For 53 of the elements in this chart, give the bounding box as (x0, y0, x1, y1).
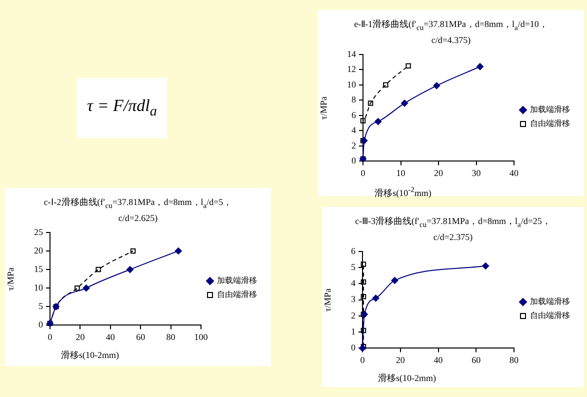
y-tick-label: 12 (347, 64, 356, 74)
y-tick-label: 25 (34, 226, 44, 237)
y-tick-label: 4 (351, 278, 356, 288)
x-tick-label: 60 (472, 354, 482, 365)
legend-label: 加载端滑移 (530, 297, 570, 306)
y-tick-label: 0 (38, 320, 44, 330)
legend-label: 自由端滑移 (530, 311, 570, 320)
chart-title: c-Ⅰ-2滑移曲线(f′$_{cu}$=37.81MPa，d=8mm，l$_{a}$/d=5，c/d=2.625) (44, 197, 232, 223)
y-tick-label: 0 (352, 156, 356, 166)
chart-title: e-Ⅱ-1滑移曲线(f′$_{cu}$=37.81MPa，d=8mm，l$_{a}$/d=10，c/d=4.375) (354, 19, 548, 45)
text: τ = F/πdl$_{a}$ (86, 95, 158, 120)
x-axis-title: 滑移s(10$^{-2}$mm) (374, 185, 432, 200)
y-tick-label: 3 (351, 294, 356, 304)
y-axis-title: τ/MPa (6, 267, 16, 291)
y-tick-label: 20 (34, 245, 44, 256)
x-tick-label: 20 (76, 332, 86, 342)
y-tick-label: 15 (34, 264, 44, 274)
y-tick-label: 10 (34, 282, 44, 292)
y-tick-label: 2 (352, 140, 356, 150)
y-axis-title: τ/MPa (318, 96, 329, 120)
y-tick-label: 6 (351, 246, 356, 256)
y-tick-label: 8 (352, 94, 356, 105)
x-tick-label: 40 (510, 168, 519, 178)
x-tick-label: 0 (48, 332, 53, 342)
x-tick-label: 100 (194, 332, 208, 342)
y-tick-label: 6 (352, 110, 356, 120)
x-tick-label: 80 (510, 354, 519, 365)
x-axis-title: 滑移s(10-2mm) (60, 349, 120, 362)
legend-label: 加载端滑移 (530, 105, 570, 114)
y-tick-label: 2 (351, 310, 356, 320)
x-tick-label: 40 (106, 332, 116, 342)
x-tick-label: 10 (396, 168, 406, 178)
x-tick-label: 30 (472, 168, 482, 178)
chart-title: c-Ⅲ-3滑移曲线(f′$_{cu}$=37.81MPa，d=8mm，l$_{a}$/d=25，c/d=2.375) (355, 216, 551, 242)
y-tick-label: 0 (351, 342, 356, 353)
x-tick-label: 0 (360, 168, 366, 178)
y-tick-label: 5 (351, 262, 356, 272)
legend-label: 加载端滑移 (217, 276, 257, 286)
y-tick-label: 1 (351, 326, 356, 336)
y-tick-label: 4 (352, 125, 356, 136)
x-tick-label: 60 (136, 332, 146, 342)
y-axis-title: τ/MPa (322, 288, 333, 312)
x-tick-label: 20 (434, 168, 444, 178)
x-tick-label: 80 (166, 332, 176, 342)
x-tick-label: 0 (360, 354, 366, 365)
x-axis-title: 滑移s(10-2mm) (377, 372, 437, 385)
x-tick-label: 40 (434, 354, 444, 365)
y-tick-label: 10 (347, 79, 356, 90)
y-tick-label: 5 (38, 301, 44, 311)
x-tick-label: 20 (396, 354, 406, 365)
legend-label: 自由端滑移 (217, 290, 257, 300)
y-tick-label: 14 (347, 48, 356, 59)
legend-label: 自由端滑移 (530, 119, 570, 128)
